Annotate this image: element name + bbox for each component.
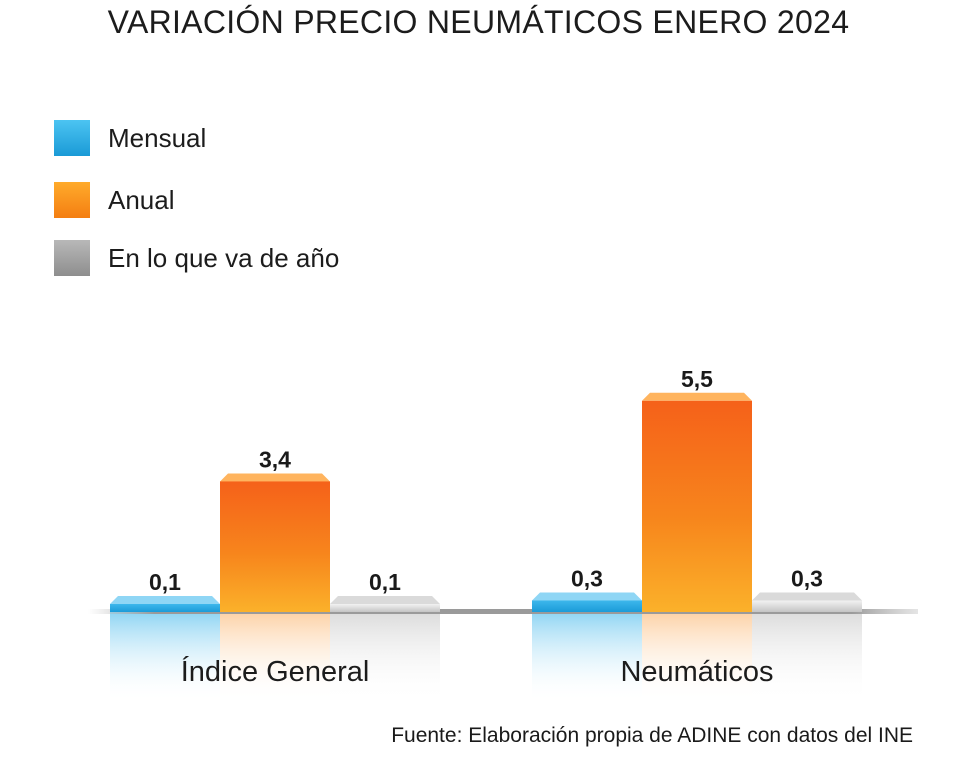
bar-top-indice-general-anual — [220, 473, 330, 482]
legend-item-anual: Anual — [54, 182, 175, 218]
bar-indice-general-en-lo-que-va-de-ano — [330, 604, 440, 612]
bar-neumaticos-en-lo-que-va-de-ano — [752, 600, 862, 612]
bar-reflection-neumaticos-en-lo-que-va-de-ano — [752, 612, 862, 702]
bar-reflection-neumaticos-mensual — [532, 612, 642, 702]
value-label-indice-general-en-lo-que-va-de-ano: 0,1 — [369, 569, 401, 595]
baseline — [88, 609, 918, 614]
bar-indice-general-anual — [220, 481, 330, 612]
bar-top-neumaticos-anual — [642, 392, 752, 401]
bar-top-indice-general-mensual — [110, 596, 220, 604]
bar-reflection-indice-general-mensual — [110, 612, 220, 702]
bar-reflection-neumaticos-anual — [642, 612, 752, 702]
bar-neumaticos-mensual — [532, 600, 642, 612]
legend-swatch-anual — [54, 182, 90, 218]
value-label-indice-general-mensual: 0,1 — [149, 569, 181, 595]
value-label-indice-general-anual: 3,4 — [259, 446, 291, 472]
category-labels: Índice General Neumáticos — [181, 655, 774, 688]
bar-reflection-indice-general-anual — [220, 612, 330, 702]
legend-label-en-lo-que-va-de-ano: En lo que va de año — [108, 242, 340, 273]
bars — [110, 392, 862, 612]
legend-item-mensual: Mensual — [54, 120, 206, 156]
legend-item-en-lo-que-va-de-ano: En lo que va de año — [54, 240, 339, 276]
source-note: Fuente: Elaboración propia de ADINE con … — [391, 724, 913, 747]
value-labels: 0,1 3,4 0,1 0,3 5,5 0,3 — [149, 366, 823, 595]
chart-title: VARIACIÓN PRECIO NEUMÁTICOS ENERO 2024 — [107, 4, 850, 40]
legend-swatch-mensual — [54, 120, 90, 156]
value-label-neumaticos-en-lo-que-va-de-ano: 0,3 — [791, 565, 823, 591]
legend-label-mensual: Mensual — [108, 122, 207, 153]
bar-top-neumaticos-mensual — [532, 592, 642, 601]
value-label-neumaticos-mensual: 0,3 — [571, 565, 603, 591]
category-label-indice-general: Índice General — [181, 655, 370, 688]
bar-top-neumaticos-en-lo-que-va-de-ano — [752, 592, 862, 601]
bar-reflections — [110, 612, 862, 702]
bar-top-indice-general-en-lo-que-va-de-ano — [330, 596, 440, 604]
bar-reflection-indice-general-en-lo-que-va-de-ano — [330, 612, 440, 702]
legend-label-anual: Anual — [108, 184, 175, 215]
value-label-neumaticos-anual: 5,5 — [681, 366, 713, 392]
bar-indice-general-mensual — [110, 604, 220, 612]
bar-neumaticos-anual — [642, 400, 752, 612]
category-label-neumaticos: Neumáticos — [620, 656, 773, 688]
legend-swatch-en-lo-que-va-de-ano — [54, 240, 90, 276]
